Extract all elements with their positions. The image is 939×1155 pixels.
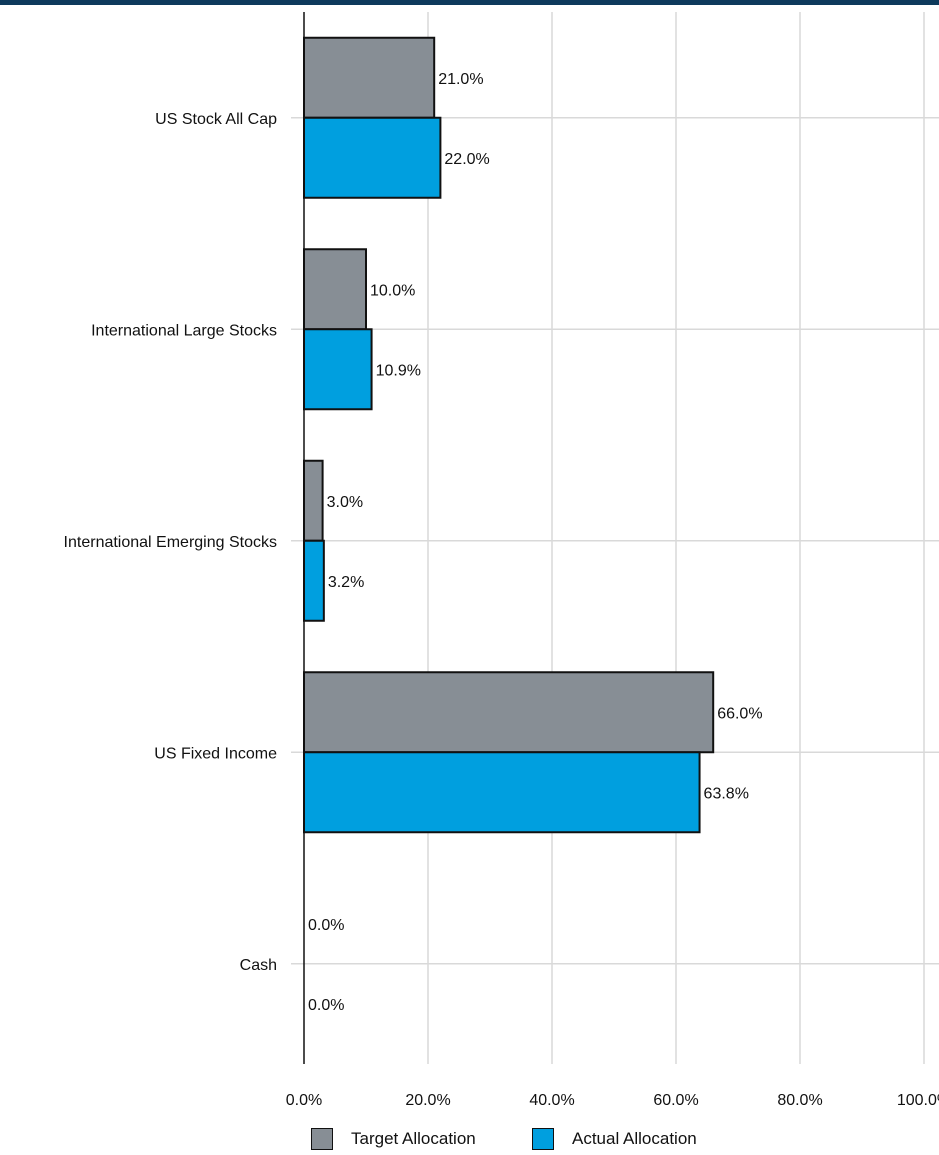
category-label: US Fixed Income <box>154 745 277 762</box>
x-tick-label: 40.0% <box>529 1092 574 1109</box>
x-tick-label: 80.0% <box>777 1092 822 1109</box>
target-bar <box>303 36 436 119</box>
target-data-label: 3.0% <box>327 494 363 511</box>
legend-item-target: Target Allocation <box>311 1125 476 1153</box>
legend: Target Allocation Actual Allocation <box>0 1125 939 1153</box>
actual-bar <box>303 116 442 199</box>
legend-swatch-target <box>311 1128 333 1150</box>
allocation-bar-chart: US Stock All Cap International Large Stoc… <box>64 12 939 1109</box>
target-data-label: 66.0% <box>717 705 762 722</box>
legend-label-target: Target Allocation <box>351 1129 476 1148</box>
category-label: International Emerging Stocks <box>64 534 277 551</box>
actual-data-label: 10.9% <box>376 362 421 379</box>
target-bar <box>303 671 715 754</box>
target-bar <box>303 248 367 331</box>
actual-bar <box>303 539 325 622</box>
x-tick-label: 100.0% <box>897 1092 939 1109</box>
target-bar <box>303 459 324 542</box>
target-data-label: 21.0% <box>438 71 483 88</box>
actual-bar <box>303 328 373 411</box>
legend-swatch-actual <box>532 1128 554 1150</box>
legend-label-actual: Actual Allocation <box>572 1129 697 1148</box>
category-label: Cash <box>240 957 277 974</box>
x-tick-label: 60.0% <box>653 1092 698 1109</box>
actual-data-label: 3.2% <box>328 574 364 591</box>
target-data-label: 0.0% <box>308 917 344 934</box>
actual-data-label: 22.0% <box>444 151 489 168</box>
actual-data-label: 0.0% <box>308 997 344 1014</box>
target-data-label: 10.0% <box>370 282 415 299</box>
category-label: US Stock All Cap <box>155 111 277 128</box>
category-label: International Large Stocks <box>91 322 277 339</box>
x-tick-label: 20.0% <box>405 1092 450 1109</box>
actual-bar <box>303 751 701 834</box>
actual-data-label: 63.8% <box>704 785 749 802</box>
legend-item-actual: Actual Allocation <box>532 1125 697 1153</box>
header-rule <box>0 0 939 5</box>
x-tick-label: 0.0% <box>286 1092 322 1109</box>
